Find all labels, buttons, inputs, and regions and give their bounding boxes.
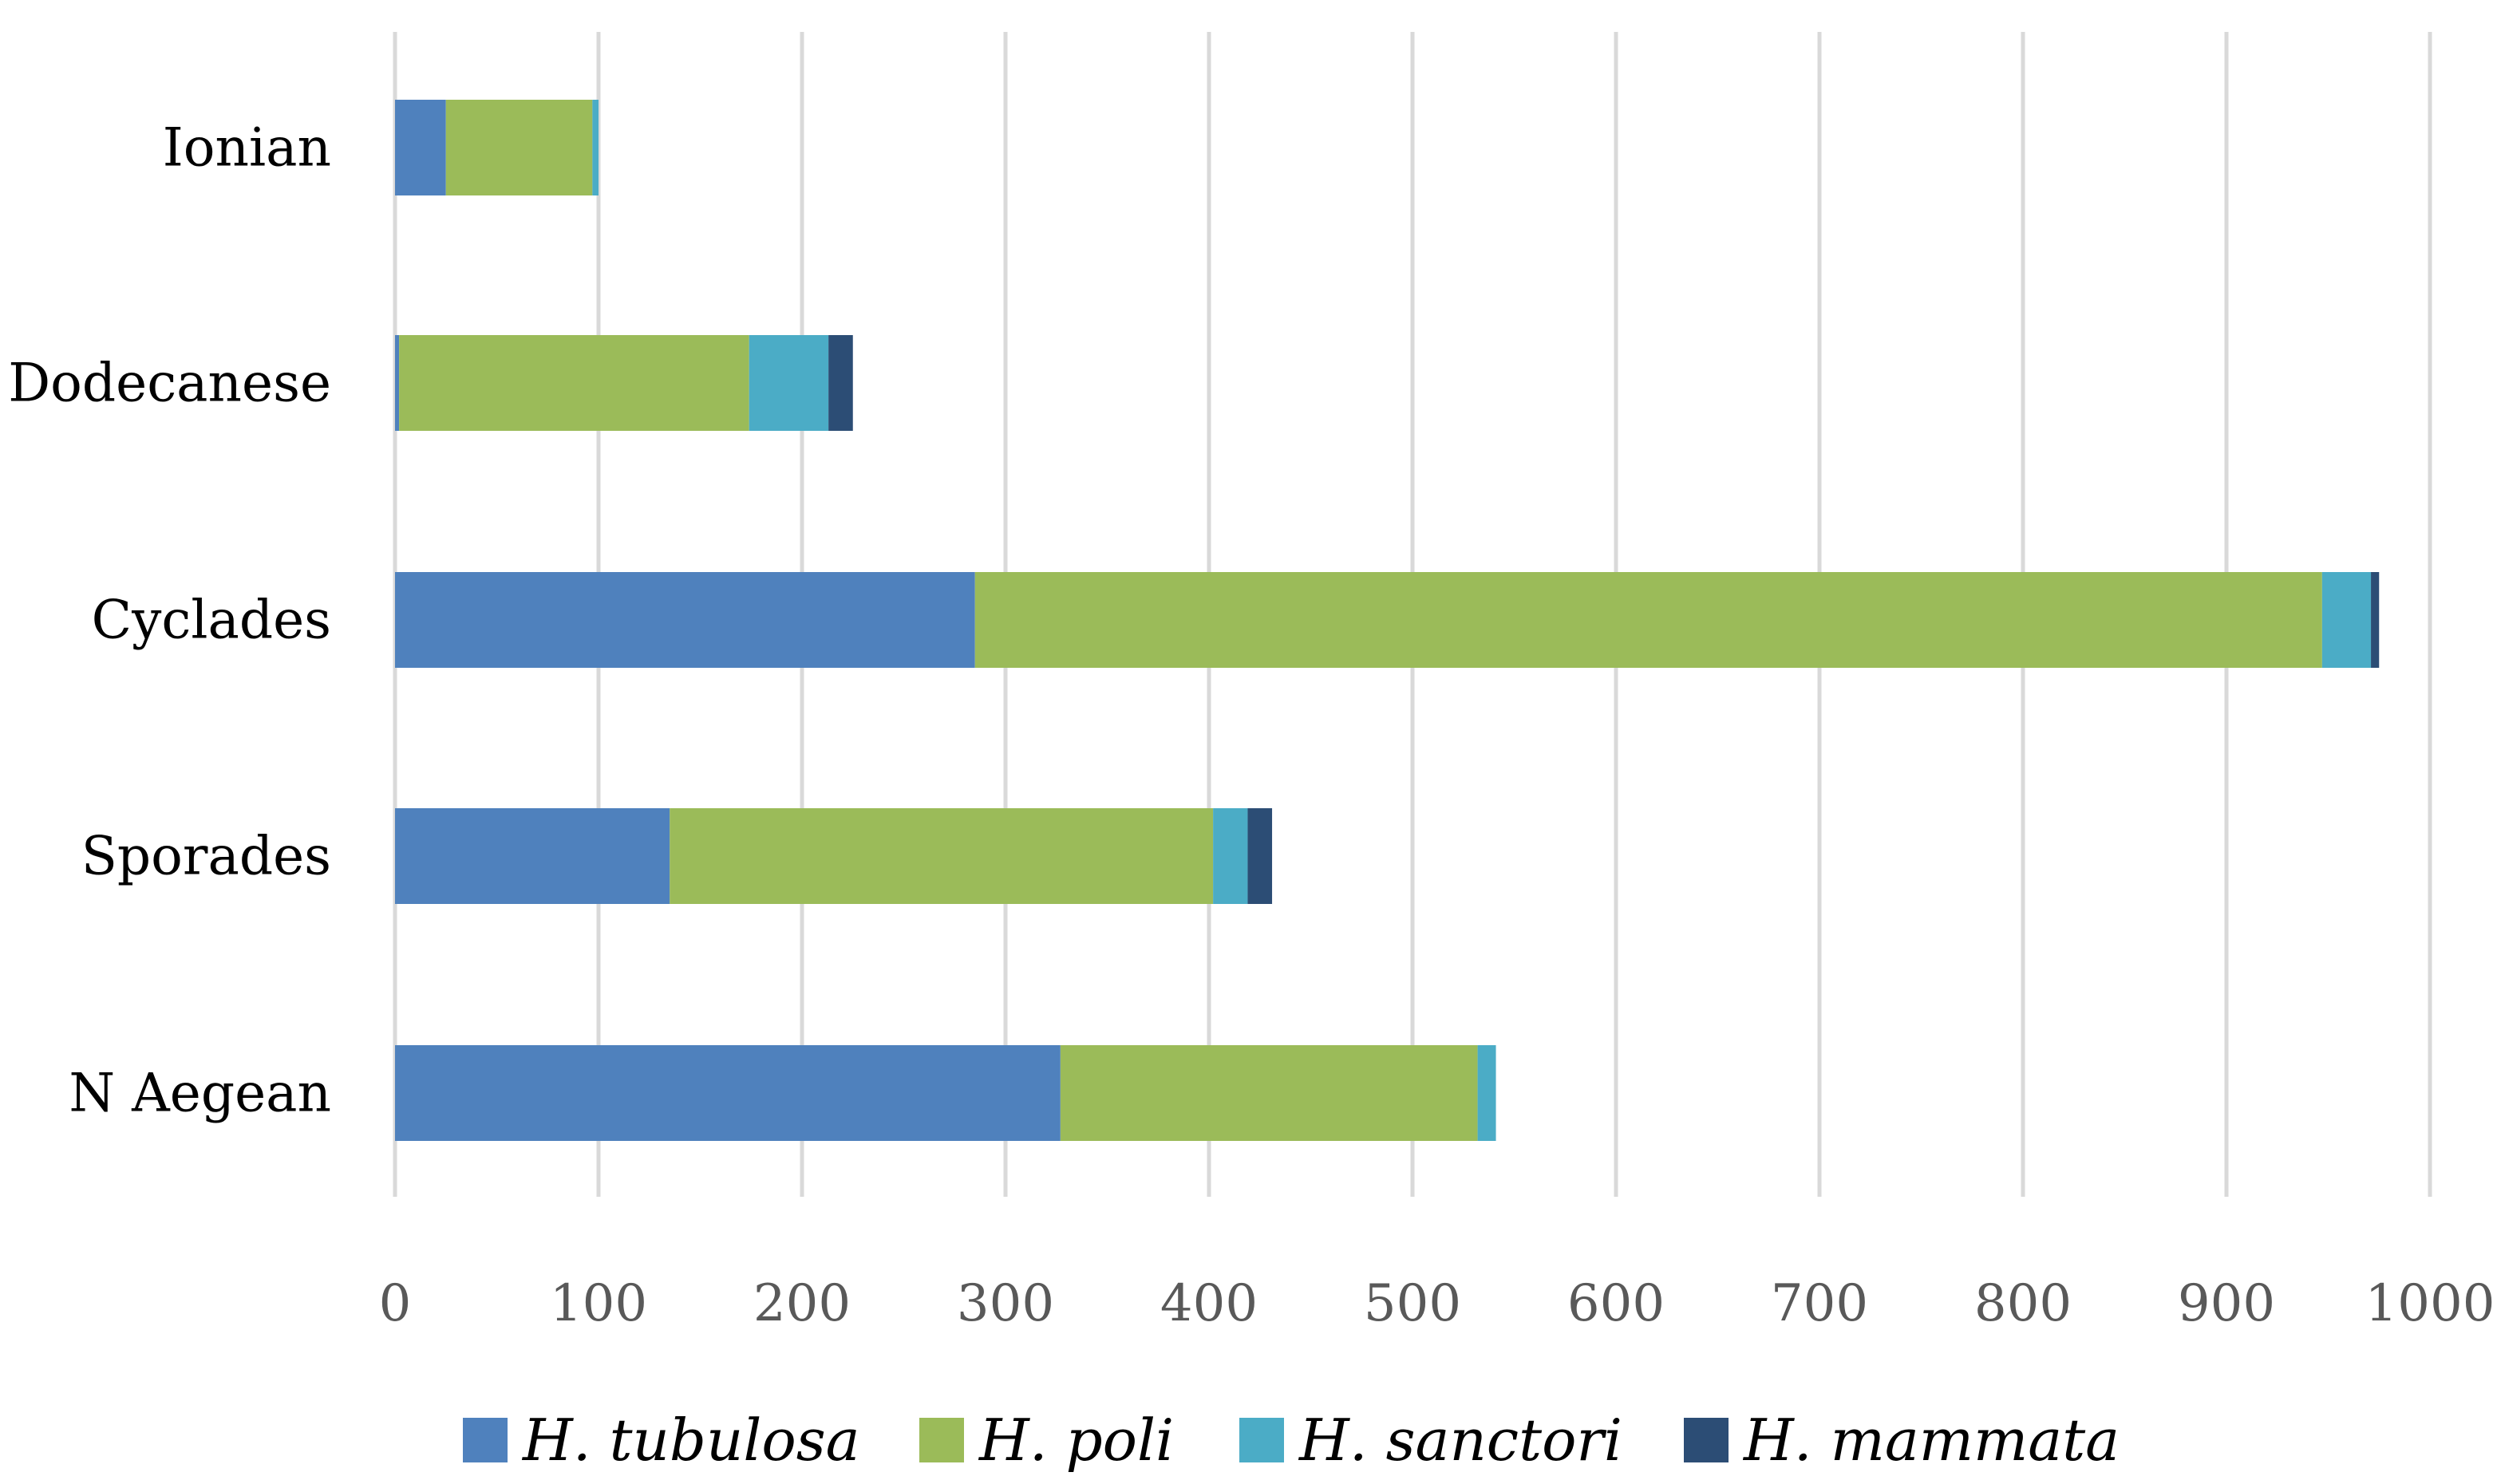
axes: 0 100 200 300 400 500 600 700 800 900 1000 Ionian Do…	[8, 117, 2495, 1334]
bar-segment-dodecanese-h-sanctori	[749, 335, 829, 431]
legend-swatch	[1684, 1418, 1729, 1462]
bar-segment-sporades-h-sanctori	[1213, 808, 1248, 904]
bar-segment-cyclades-h-mammata	[2371, 572, 2380, 668]
x-tick-label: 900	[2178, 1274, 2275, 1333]
legend-label: H. mammata	[1742, 1407, 2120, 1474]
bar-segment-ionian-h-tubulosa	[395, 100, 446, 195]
category-label: Ionian	[163, 117, 331, 179]
bar-segment-n-aegean-h-sanctori	[1477, 1045, 1496, 1141]
bar-segment-sporades-h-mammata	[1247, 808, 1273, 904]
bar-segment-cyclades-h-tubulosa	[395, 572, 975, 668]
bar-segment-cyclades-h-sanctori	[2321, 572, 2372, 668]
bar-segment-sporades-h-tubulosa	[395, 808, 670, 904]
legend: H. tubulosa H. poli H. sanctori H. mammata	[463, 1407, 2120, 1474]
x-tick-label: 300	[957, 1274, 1054, 1333]
bar-segment-ionian-h-sanctori	[592, 100, 599, 195]
bars	[395, 100, 2380, 1141]
bar-segment-cyclades-h-poli	[974, 572, 2322, 668]
x-tick-label: 600	[1567, 1274, 1665, 1333]
x-tick-label: 0	[379, 1274, 412, 1333]
legend-label: H. sanctori	[1298, 1407, 1622, 1474]
x-tick-label: 100	[550, 1274, 647, 1333]
category-label: Sporades	[81, 826, 331, 887]
x-tick-label: 800	[1974, 1274, 2072, 1333]
x-tick-label: 700	[1771, 1274, 1868, 1333]
bar-segment-dodecanese-h-tubulosa	[395, 335, 400, 431]
x-tick-label: 200	[753, 1274, 851, 1333]
bar-segment-sporades-h-poli	[670, 808, 1214, 904]
x-tick-label: 500	[1364, 1274, 1461, 1333]
legend-swatch	[919, 1418, 964, 1462]
category-label: Cyclades	[92, 590, 331, 651]
bar-segment-ionian-h-poli	[445, 100, 593, 195]
x-tick-label: 400	[1160, 1274, 1258, 1333]
x-tick-label: 1000	[2365, 1274, 2495, 1333]
category-label: Dodecanese	[8, 353, 331, 414]
bar-segment-dodecanese-h-mammata	[828, 335, 853, 431]
legend-label: H. tubulosa	[521, 1407, 860, 1474]
bar-segment-n-aegean-h-poli	[1060, 1045, 1478, 1141]
legend-swatch	[1239, 1418, 1284, 1462]
legend-swatch	[463, 1418, 508, 1462]
bar-segment-dodecanese-h-poli	[399, 335, 749, 431]
bar-segment-n-aegean-h-tubulosa	[395, 1045, 1061, 1141]
legend-label: H. poli	[978, 1407, 1174, 1474]
category-label: N Aegean	[69, 1063, 331, 1124]
